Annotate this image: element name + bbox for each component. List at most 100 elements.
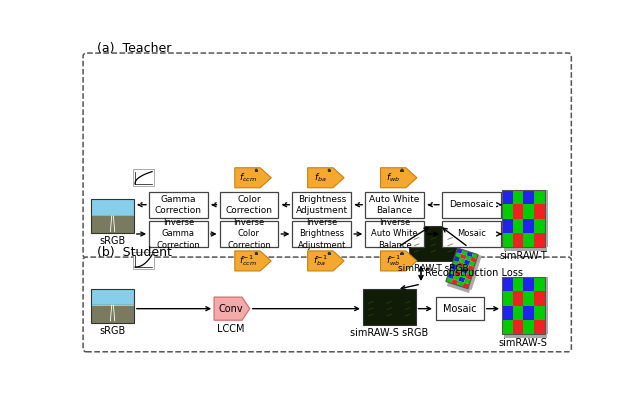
FancyBboxPatch shape xyxy=(292,192,351,218)
Bar xyxy=(504,334,547,338)
Text: Gamma
Correction: Gamma Correction xyxy=(155,195,202,215)
Bar xyxy=(458,276,465,283)
Bar xyxy=(455,252,461,258)
FancyBboxPatch shape xyxy=(149,192,208,218)
Bar xyxy=(545,190,548,247)
Text: Inverse
Color
Correction: Inverse Color Correction xyxy=(227,218,271,250)
FancyBboxPatch shape xyxy=(92,216,134,233)
Polygon shape xyxy=(214,297,250,320)
Bar xyxy=(473,254,482,272)
Text: simRAW-S: simRAW-S xyxy=(499,337,548,347)
Bar xyxy=(534,190,545,204)
Bar xyxy=(459,258,465,264)
FancyBboxPatch shape xyxy=(92,289,134,306)
Text: Reconstruction Loss: Reconstruction Loss xyxy=(425,268,523,278)
FancyBboxPatch shape xyxy=(255,170,258,172)
Circle shape xyxy=(328,169,331,172)
Text: Inverse
Gamma
Correction: Inverse Gamma Correction xyxy=(157,218,200,250)
Text: $f_{wb}^{-1}$: $f_{wb}^{-1}$ xyxy=(386,253,401,268)
Bar xyxy=(524,320,534,334)
Circle shape xyxy=(255,169,258,172)
Bar xyxy=(513,320,524,334)
Bar xyxy=(446,277,452,283)
Circle shape xyxy=(328,252,331,255)
Bar xyxy=(502,219,513,233)
FancyBboxPatch shape xyxy=(92,199,134,216)
Bar xyxy=(504,247,547,251)
FancyBboxPatch shape xyxy=(149,221,208,247)
Bar xyxy=(502,190,545,247)
FancyBboxPatch shape xyxy=(401,253,404,255)
Text: Brightness
Adjustment: Brightness Adjustment xyxy=(296,195,348,215)
Bar xyxy=(460,254,467,259)
Bar xyxy=(463,264,469,269)
Text: $f_{ba}^{-1}$: $f_{ba}^{-1}$ xyxy=(314,253,328,268)
Bar xyxy=(464,259,470,265)
Text: $f_{ccm}$: $f_{ccm}$ xyxy=(239,171,257,184)
Circle shape xyxy=(255,252,258,255)
FancyBboxPatch shape xyxy=(255,253,258,255)
Bar xyxy=(467,251,473,257)
Bar xyxy=(524,219,534,233)
FancyBboxPatch shape xyxy=(436,297,484,320)
Bar xyxy=(470,257,477,263)
Text: simRAW-T sRGB: simRAW-T sRGB xyxy=(398,264,468,273)
Bar xyxy=(452,260,459,266)
FancyBboxPatch shape xyxy=(442,192,501,218)
Bar xyxy=(502,291,513,306)
Bar xyxy=(472,253,478,259)
Bar xyxy=(461,250,468,255)
Bar xyxy=(446,264,474,289)
FancyBboxPatch shape xyxy=(401,170,404,172)
Bar xyxy=(469,261,476,267)
Bar xyxy=(545,277,548,334)
Circle shape xyxy=(401,169,404,172)
FancyBboxPatch shape xyxy=(220,221,278,247)
Bar xyxy=(454,270,461,276)
Text: Demosaic: Demosaic xyxy=(449,200,493,209)
Bar xyxy=(534,320,545,334)
Text: Color
Correction: Color Correction xyxy=(225,195,273,215)
FancyBboxPatch shape xyxy=(292,221,351,247)
Bar xyxy=(524,291,534,306)
FancyBboxPatch shape xyxy=(328,170,331,172)
Text: $f_{wb}$: $f_{wb}$ xyxy=(387,171,401,184)
FancyBboxPatch shape xyxy=(410,225,458,261)
Bar xyxy=(464,278,471,284)
Bar xyxy=(524,306,534,320)
Bar xyxy=(452,275,460,281)
Text: sRGB: sRGB xyxy=(99,236,125,246)
Text: simRAW-T: simRAW-T xyxy=(499,251,547,260)
Bar xyxy=(456,266,463,272)
Text: (a)  Teacher: (a) Teacher xyxy=(97,42,172,54)
Bar xyxy=(449,268,456,275)
FancyBboxPatch shape xyxy=(132,169,154,186)
Bar xyxy=(451,279,458,285)
Bar xyxy=(513,190,524,204)
FancyBboxPatch shape xyxy=(132,252,154,270)
Bar xyxy=(513,219,524,233)
Bar xyxy=(502,233,513,247)
Bar xyxy=(468,265,474,271)
Bar xyxy=(467,269,474,276)
Bar xyxy=(502,190,513,204)
FancyBboxPatch shape xyxy=(365,192,424,218)
Polygon shape xyxy=(381,168,417,188)
Text: simRAW-S sRGB: simRAW-S sRGB xyxy=(350,328,428,338)
Bar xyxy=(453,264,476,275)
Text: (b)  Student: (b) Student xyxy=(97,246,172,258)
Polygon shape xyxy=(308,251,344,271)
Bar xyxy=(524,190,534,204)
Text: Mosaic: Mosaic xyxy=(457,229,486,239)
Text: Auto White
Balance: Auto White Balance xyxy=(369,195,420,215)
Bar xyxy=(468,271,477,290)
Bar xyxy=(534,204,545,219)
FancyBboxPatch shape xyxy=(442,221,501,247)
Text: LCCM: LCCM xyxy=(218,324,245,334)
FancyBboxPatch shape xyxy=(83,53,572,258)
Bar xyxy=(513,277,524,291)
Bar xyxy=(502,306,513,320)
Bar xyxy=(502,277,513,291)
Bar xyxy=(513,233,524,247)
Text: sRGB: sRGB xyxy=(99,326,125,335)
